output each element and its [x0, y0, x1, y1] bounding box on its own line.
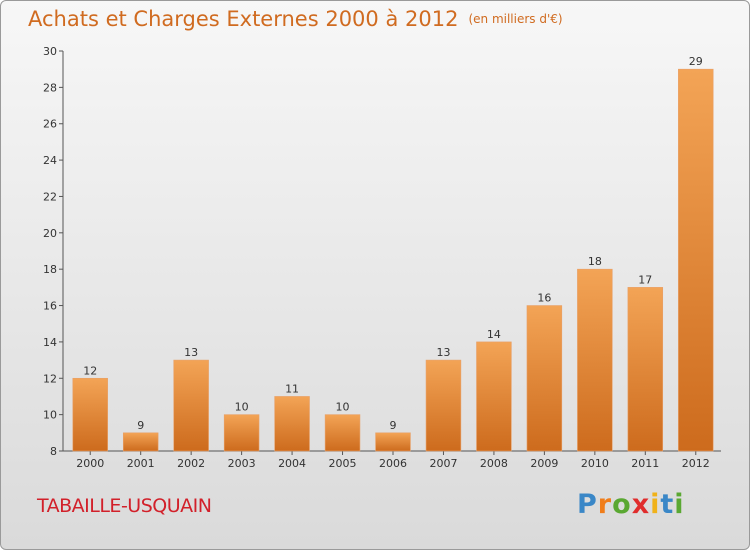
bar	[223, 414, 260, 452]
logo-letter: x	[631, 489, 651, 520]
x-tick-label: 2008	[480, 457, 508, 470]
y-tick-label: 14	[43, 336, 57, 349]
x-tick-label: 2001	[127, 457, 155, 470]
y-tick-label: 10	[43, 409, 57, 422]
x-tick-label: 2003	[228, 457, 256, 470]
y-tick-label: 18	[43, 263, 57, 276]
labels: 8 10 12 14 16 18 20 22 24 26 28 30 2000 12 2001 9 2002 13…	[43, 45, 710, 470]
x-tick-label: 2012	[682, 457, 710, 470]
logo-letter: P	[577, 489, 598, 520]
x-tick-label: 2000	[76, 457, 104, 470]
chart-unit: (en milliers d'€)	[468, 12, 563, 26]
bar	[274, 396, 310, 452]
y-tick-label: 30	[43, 45, 57, 58]
bar-value-label: 9	[390, 419, 397, 432]
bar	[122, 432, 159, 452]
bar	[627, 287, 664, 452]
logo-letter: r	[597, 489, 613, 520]
y-tick-label: 24	[43, 154, 57, 167]
logo-letter: i	[674, 489, 685, 520]
axes	[59, 50, 721, 455]
bar	[577, 268, 613, 452]
bar-value-label: 10	[336, 401, 350, 414]
x-tick-label: 2007	[429, 457, 457, 470]
logo-letter: i	[650, 489, 661, 520]
x-tick-label: 2005	[329, 457, 357, 470]
y-tick-label: 20	[43, 227, 57, 240]
bar	[476, 341, 512, 452]
logo-letter: o	[612, 489, 632, 520]
chart-title: Achats et Charges Externes 2000 à 2012 (e…	[28, 7, 563, 31]
chart-title-text: Achats et Charges Externes 2000 à 2012	[28, 7, 459, 31]
logo-letter: t	[660, 489, 675, 520]
y-tick-label: 12	[43, 372, 57, 385]
bar	[425, 359, 462, 452]
bar-value-label: 9	[137, 419, 144, 432]
bar-value-label: 16	[537, 292, 551, 305]
y-tick-label: 16	[43, 300, 57, 313]
bar	[678, 68, 714, 452]
location-name: TABAILLE-USQUAIN	[37, 495, 212, 517]
bar	[72, 377, 108, 452]
x-tick-label: 2002	[177, 457, 205, 470]
x-tick-label: 2006	[379, 457, 407, 470]
proxiti-logo: Proxiti	[577, 489, 685, 520]
bar-value-label: 13	[436, 346, 450, 359]
x-tick-label: 2009	[530, 457, 558, 470]
x-tick-label: 2011	[631, 457, 659, 470]
y-tick-label: 28	[43, 81, 57, 94]
bars	[72, 68, 714, 452]
bar-value-label: 14	[487, 328, 501, 341]
bar-value-label: 12	[83, 364, 97, 377]
bar-value-label: 29	[689, 55, 703, 68]
y-tick-label: 26	[43, 118, 57, 131]
bar-value-label: 11	[285, 382, 299, 395]
bar	[173, 359, 209, 452]
bar-value-label: 18	[588, 255, 602, 268]
bar-value-label: 10	[235, 401, 249, 414]
y-tick-label: 22	[43, 190, 57, 203]
x-tick-label: 2004	[278, 457, 306, 470]
bar	[526, 305, 563, 452]
bar-value-label: 17	[638, 273, 652, 286]
bar-value-label: 13	[184, 346, 198, 359]
bar	[375, 432, 411, 452]
bar	[324, 414, 361, 452]
y-tick-label: 8	[50, 445, 57, 458]
x-tick-label: 2010	[581, 457, 609, 470]
